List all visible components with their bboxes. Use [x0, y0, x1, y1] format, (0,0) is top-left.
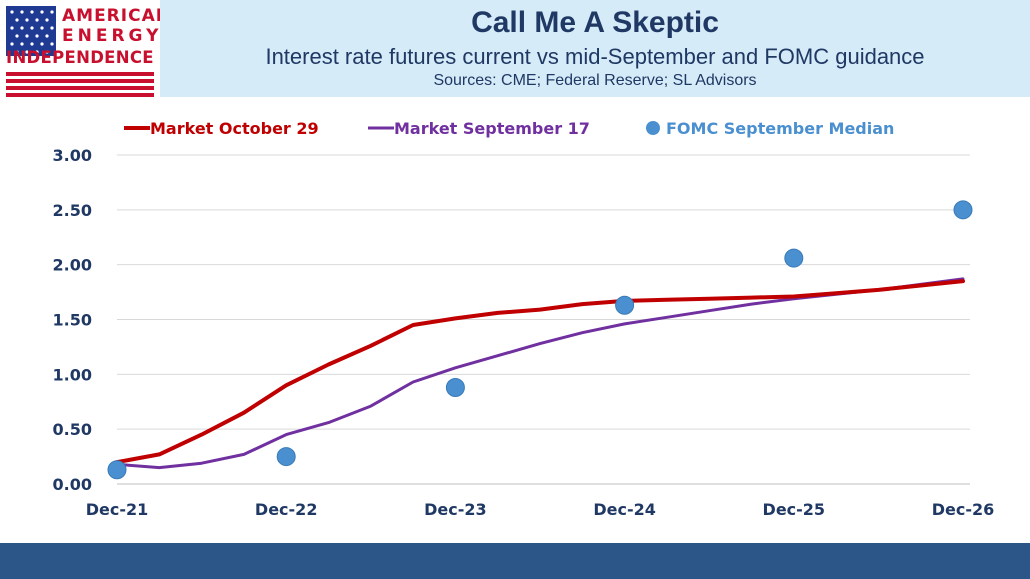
x-axis-ticks: Dec-21 Dec-22 Dec-23 Dec-24 Dec-25 Dec-26 — [86, 500, 995, 519]
x-tick-label: Dec-26 — [932, 500, 995, 519]
fomc-median-point — [953, 200, 973, 220]
legend-label: Market October 29 — [150, 119, 319, 138]
y-tick-label: 2.00 — [53, 256, 92, 275]
fomc-median-point — [107, 460, 127, 480]
x-tick-label: Dec-22 — [255, 500, 318, 519]
y-tick-label: 0.50 — [53, 420, 92, 439]
chart-grid — [117, 154, 970, 485]
fomc-median-point — [615, 295, 635, 315]
legend-label: Market September 17 — [394, 119, 590, 138]
american-flag-icon — [6, 6, 56, 56]
x-tick-label: Dec-24 — [593, 500, 656, 519]
fomc-median-point — [784, 248, 804, 268]
series-line-market-september-17 — [115, 277, 965, 470]
x-tick-label: Dec-21 — [86, 500, 149, 519]
page-subtitle: Interest rate futures current vs mid-Sep… — [265, 44, 925, 69]
legend-swatch — [646, 121, 660, 135]
logo-line-independence: INDEPENDENCE — [6, 48, 154, 67]
x-tick-label: Dec-23 — [424, 500, 487, 519]
logo-line-american: AMERICAN — [62, 6, 171, 26]
legend-label: FOMC September Median — [666, 119, 894, 138]
logo: AMERICAN ENERGY INDEPENDENCE — [6, 6, 170, 97]
chart-legend: Market October 29 Market September 17 FOMC… — [124, 119, 894, 138]
line-chart: 0.000.501.001.502.002.503.00 Dec-21 Dec-2… — [53, 119, 995, 519]
sources-note: Sources: CME; Federal Reserve; SL Adviso… — [433, 72, 757, 89]
chart-series — [107, 200, 973, 480]
logo-stripes — [6, 72, 154, 97]
y-tick-label: 0.00 — [53, 475, 92, 494]
y-tick-label: 1.00 — [53, 365, 92, 384]
logo-line-energy: ENERGY — [62, 26, 163, 46]
y-axis-ticks: 0.00 0.50 1.00 1.50 2.00 2.50 3.00 — [53, 146, 92, 494]
footer-bar — [0, 543, 1030, 579]
fomc-median-point — [276, 447, 296, 467]
y-tick-label: 2.50 — [53, 201, 92, 220]
header-banner: Call Me A Skeptic Interest rate futures … — [160, 0, 1030, 97]
page-title: Call Me A Skeptic — [471, 6, 719, 39]
fomc-median-point — [445, 377, 465, 397]
series-line-market-october-29 — [115, 279, 965, 465]
x-tick-label: Dec-25 — [763, 500, 826, 519]
y-tick-label: 3.00 — [53, 146, 92, 165]
y-tick-label: 1.50 — [53, 311, 92, 330]
